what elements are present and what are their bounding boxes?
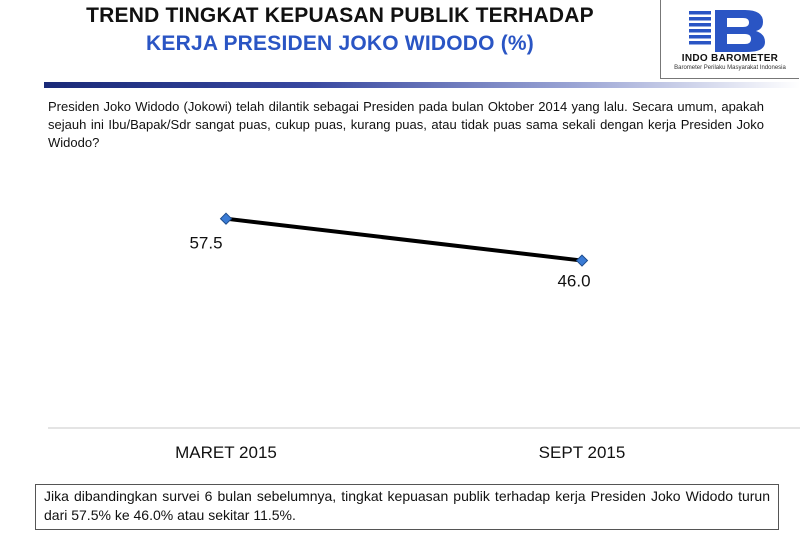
series-line	[224, 216, 584, 263]
page-title-line1: TREND TINGKAT KEPUASAN PUBLIK TERHADAP	[86, 4, 594, 27]
logo-tagline: Barometer Perilaku Masyarakat Indonesia	[674, 65, 786, 71]
data-label: 46.0	[557, 272, 590, 291]
x-tick-label: SEPT 2015	[539, 443, 626, 462]
page-title-line2: KERJA PRESIDEN JOKO WIDODO (%)	[146, 32, 534, 55]
logo: INDO BAROMETER Barometer Perilaku Masyar…	[660, 0, 799, 79]
logo-name: INDO BAROMETER	[681, 53, 779, 64]
survey-question: Presiden Joko Widodo (Jokowi) telah dila…	[48, 99, 764, 150]
data-point-marker	[219, 212, 233, 225]
line-chart: 57.5 46.0 MARET 2015 SEPT 2015	[48, 212, 800, 462]
data-point-marker	[575, 254, 589, 267]
indo-barometer-logo-icon	[689, 10, 765, 52]
x-tick-label: MARET 2015	[175, 443, 277, 462]
header-divider	[44, 82, 800, 88]
summary-box: Jika dibandingkan survei 6 bulan sebelum…	[35, 484, 779, 530]
data-label: 57.5	[189, 234, 222, 253]
